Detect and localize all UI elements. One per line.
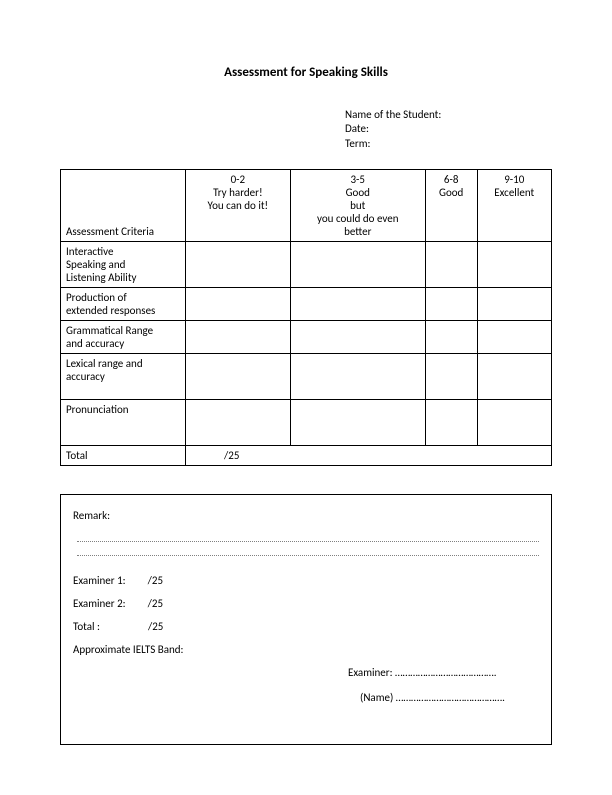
name-signature: (Name) ……………………………………. (360, 691, 539, 704)
examiner2-row: Examiner 2:/25 (73, 597, 539, 610)
assessment-table: Assessment Criteria 0-2 Try harder! You … (60, 169, 552, 466)
examiner-signature: Examiner: …………………………………. (348, 666, 539, 679)
ielts-label: Approximate IELTS Band: (73, 643, 539, 656)
score-col-3: 9-10 Excellent (477, 169, 551, 241)
remark-box: Remark: Examiner 1:/25 Examiner 2:/25 To… (60, 494, 552, 745)
signature-block: Examiner: …………………………………. (Name) ……………………… (348, 666, 539, 704)
score-col-0: 0-2 Try harder! You can do it! (186, 169, 291, 241)
table-row: Production ofextended responses (61, 287, 552, 320)
header-info: Name of the Student: Date: Term: (345, 108, 552, 151)
score-col-2: 6-8 Good (425, 169, 477, 241)
table-row: Pronunciation (61, 399, 552, 445)
criteria-header: Assessment Criteria (61, 169, 186, 241)
page-title: Assessment for Speaking Skills (60, 65, 552, 80)
dotted-line (77, 542, 539, 556)
table-row: Lexical range andaccuracy (61, 353, 552, 399)
total-row: Total /25 (61, 445, 552, 465)
date-label: Date: (345, 122, 552, 136)
student-name-label: Name of the Student: (345, 108, 552, 122)
remark-label: Remark: (73, 509, 539, 522)
total-line: Total :/25 (73, 620, 539, 633)
score-col-1: 3-5 Good but you could do even better (290, 169, 425, 241)
examiner1-row: Examiner 1:/25 (73, 574, 539, 587)
table-row: InteractiveSpeaking andListening Ability (61, 241, 552, 287)
dotted-line (77, 528, 539, 542)
table-row: Grammatical Rangeand accuracy (61, 320, 552, 353)
term-label: Term: (345, 137, 552, 151)
